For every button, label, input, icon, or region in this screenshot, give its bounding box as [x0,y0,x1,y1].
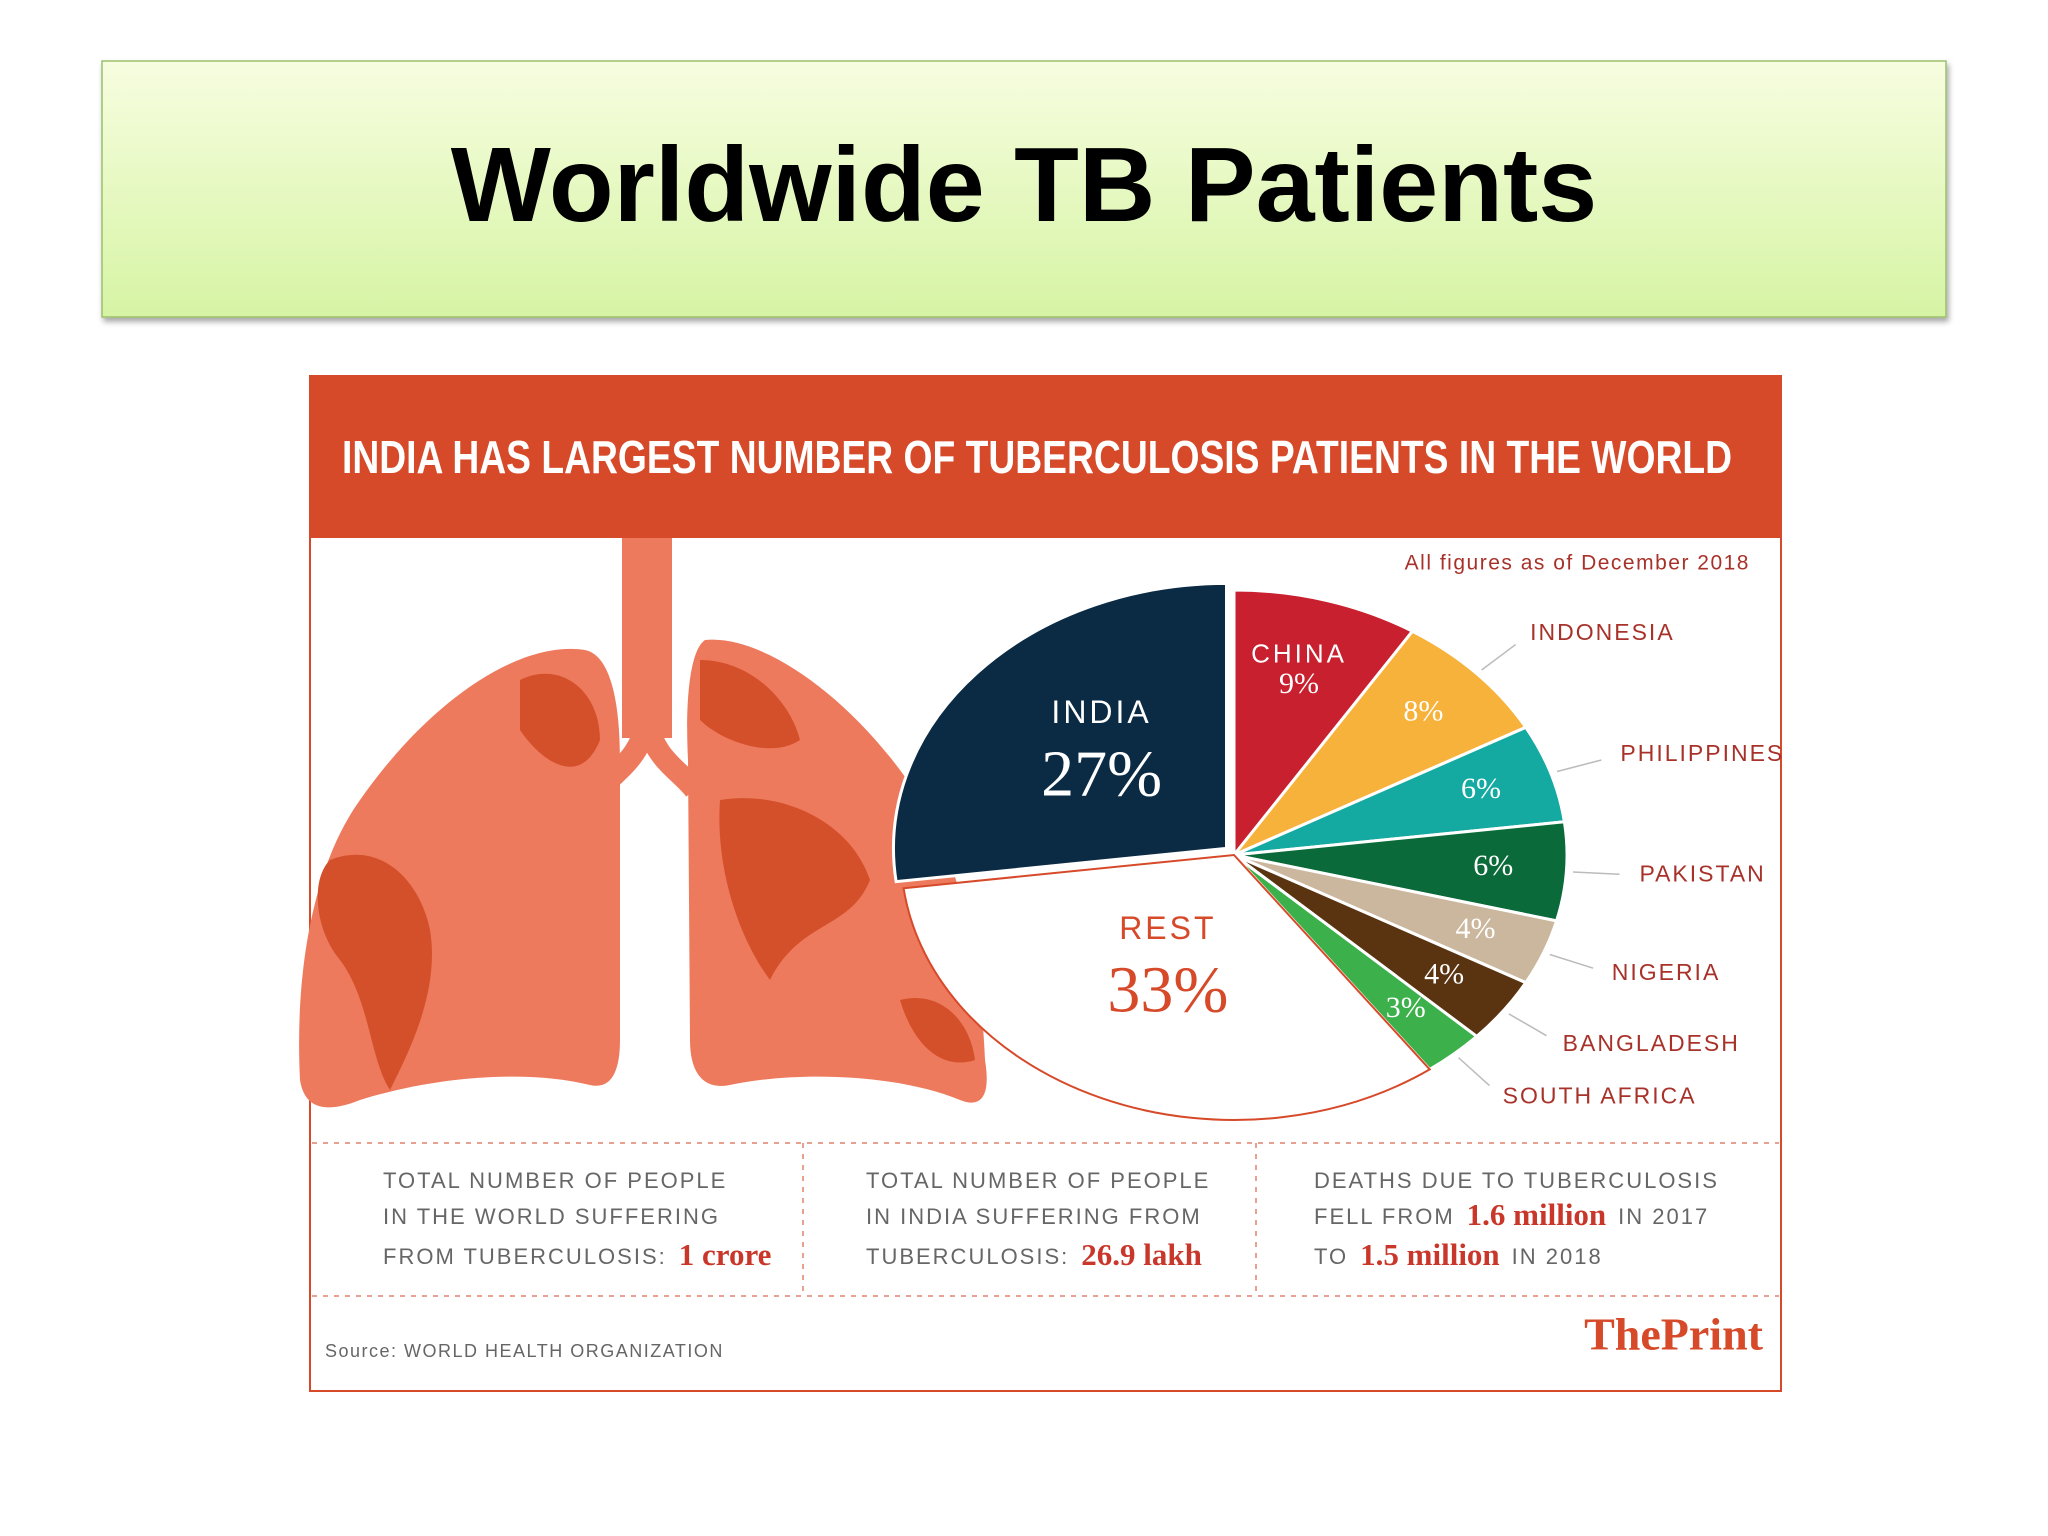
leader-line [1458,1057,1490,1087]
leader-line [1572,871,1620,876]
dividers [312,1142,1779,1297]
stat-text: IN THE WORLD SUFFERING [383,1204,720,1229]
lungs [299,538,987,1108]
stat-text: IN 2017 [1618,1204,1709,1229]
stat-text: FELL FROM [1314,1204,1455,1229]
slide-title: Worldwide TB Patients [451,126,1598,244]
source: Source: WORLD HEALTH ORGANIZATION [325,1341,724,1361]
leader-line [1556,759,1602,773]
brand-logo: ThePrint [1584,1309,1764,1360]
slice-value-label: 3% [1386,991,1426,1024]
header-band [310,376,1781,538]
leader-line [1508,1013,1547,1037]
slice-value-label: 6% [1461,772,1501,805]
pie-slice [1232,629,1529,857]
stat-line: TO 1.5 million IN 2018 [1314,1237,1603,1272]
stat-value: 1 crore [679,1237,772,1272]
pie-slice [1232,588,1415,860]
stat-line: TOTAL NUMBER OF PEOPLE [866,1168,1210,1193]
slice-name: CHINA [1251,639,1347,669]
stat-text: TOTAL NUMBER OF PEOPLE [383,1168,727,1193]
stat-text: TOTAL NUMBER OF PEOPLE [866,1168,1210,1193]
slice-name: INDIA [1051,694,1151,730]
pie-slice [1233,725,1567,857]
stat-value: 1.6 million [1467,1197,1607,1232]
stat-line: FROM TUBERCULOSIS: 1 crore [383,1237,771,1272]
slice-name: SOUTH AFRICA [1503,1083,1697,1109]
chart-title: INDIA HAS LARGEST NUMBER OF TUBERCULOSIS… [342,431,1732,483]
slice-value-label: 33% [1107,954,1228,1027]
title-box [101,60,1947,318]
stat-text: TUBERCULOSIS: [866,1244,1069,1269]
stat-line: IN THE WORLD SUFFERING [383,1204,720,1229]
stats: TOTAL NUMBER OF PEOPLE IN THE WORLD SUFFE… [383,1168,1719,1272]
slice-value-label: 8% [1403,694,1443,727]
leader-line [1549,953,1594,969]
stat-value: 26.9 lakh [1081,1237,1202,1272]
slice-name: BANGLADESH [1563,1030,1740,1056]
stat-text: IN INDIA SUFFERING FROM [866,1204,1202,1229]
slice-value-label: 4% [1456,912,1496,945]
stat-line: FELL FROM 1.6 million IN 2017 [1314,1197,1709,1232]
stat-text: FROM TUBERCULOSIS: [383,1244,667,1269]
pie-slice [892,581,1228,884]
stat-text: DEATHS DUE TO TUBERCULOSIS [1314,1168,1719,1193]
slice-value-label: 4% [1424,957,1464,990]
pie-slice [902,853,1432,1121]
pie-slice [1233,820,1569,923]
stat-line: DEATHS DUE TO TUBERCULOSIS [1314,1168,1719,1193]
slice-name: INDONESIA [1530,619,1675,645]
slice-name: REST [1119,910,1216,946]
stat-line: TUBERCULOSIS: 26.9 lakh [866,1237,1202,1272]
leader-line [1481,643,1517,671]
slice-name: PHILIPPINES [1620,740,1784,766]
slice-name: PAKISTAN [1639,860,1765,886]
stat-value: 1.5 million [1360,1237,1500,1272]
stat-line: IN INDIA SUFFERING FROM [866,1204,1202,1229]
stat-text: TO [1314,1244,1348,1269]
stat-line: TOTAL NUMBER OF PEOPLE [383,1168,727,1193]
slice-value-label: 27% [1041,738,1162,811]
chart-subtitle: All figures as of December 2018 [1405,552,1750,575]
slice-value-label: 9% [1279,667,1319,700]
slice-name: NIGERIA [1612,959,1721,985]
slice-value-label: 6% [1473,849,1513,882]
stat-text: IN 2018 [1512,1244,1603,1269]
